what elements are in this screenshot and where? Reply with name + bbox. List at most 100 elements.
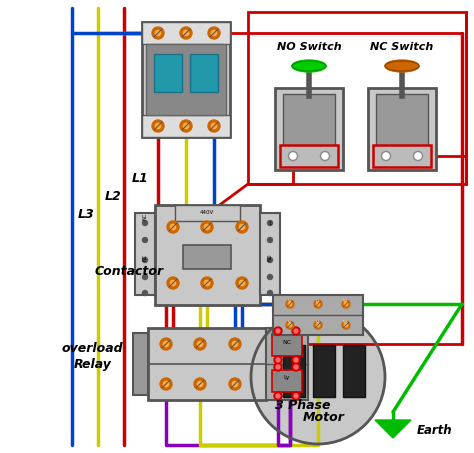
Text: NC: NC	[283, 339, 292, 344]
Circle shape	[314, 300, 322, 308]
Bar	[146, 44, 226, 115]
Circle shape	[267, 290, 273, 295]
Text: 440V: 440V	[200, 211, 214, 216]
Bar	[142, 22, 230, 137]
Bar	[373, 145, 431, 167]
Circle shape	[314, 321, 322, 329]
Circle shape	[167, 221, 179, 233]
Circle shape	[274, 392, 282, 400]
Circle shape	[344, 323, 348, 327]
Text: 3 Phase: 3 Phase	[275, 399, 331, 412]
Circle shape	[167, 277, 179, 289]
Circle shape	[155, 30, 161, 36]
Circle shape	[232, 341, 237, 347]
Circle shape	[294, 329, 298, 333]
Bar	[133, 333, 148, 395]
Bar	[283, 345, 305, 397]
Circle shape	[292, 392, 300, 400]
Circle shape	[143, 275, 147, 280]
Bar	[368, 88, 436, 170]
Bar	[183, 245, 231, 269]
Circle shape	[208, 120, 220, 132]
Circle shape	[276, 329, 280, 333]
Text: V₁: V₁	[288, 299, 292, 303]
Circle shape	[170, 224, 176, 230]
Text: Relay: Relay	[74, 358, 112, 371]
Circle shape	[143, 257, 147, 262]
Circle shape	[194, 338, 206, 350]
Bar	[275, 88, 343, 170]
Text: Earth: Earth	[417, 424, 453, 437]
Circle shape	[288, 323, 292, 327]
Circle shape	[239, 224, 245, 230]
Bar	[273, 295, 363, 335]
Circle shape	[164, 381, 169, 387]
Text: L3: L3	[78, 208, 95, 221]
Circle shape	[274, 363, 282, 371]
Circle shape	[292, 363, 300, 371]
Circle shape	[294, 365, 298, 369]
Bar	[280, 145, 338, 167]
Circle shape	[267, 275, 273, 280]
Text: U₂: U₂	[316, 320, 320, 324]
Circle shape	[197, 341, 203, 347]
Bar	[142, 115, 230, 137]
Text: V₂: V₂	[288, 320, 292, 324]
Circle shape	[267, 221, 273, 226]
Circle shape	[344, 302, 348, 306]
Circle shape	[143, 290, 147, 295]
Text: 1: 1	[268, 221, 272, 226]
Circle shape	[286, 300, 294, 308]
Bar	[148, 328, 266, 400]
Circle shape	[294, 394, 298, 398]
Circle shape	[276, 394, 280, 398]
Circle shape	[194, 378, 206, 390]
Circle shape	[204, 280, 210, 286]
Circle shape	[239, 280, 245, 286]
Bar	[313, 345, 335, 397]
Circle shape	[229, 338, 241, 350]
Text: Ly: Ly	[283, 376, 290, 381]
Circle shape	[251, 310, 385, 444]
Bar	[266, 328, 308, 400]
Circle shape	[274, 327, 282, 335]
Circle shape	[180, 120, 192, 132]
Circle shape	[229, 378, 241, 390]
Circle shape	[267, 257, 273, 262]
Text: NO: NO	[267, 254, 273, 261]
Circle shape	[170, 280, 176, 286]
Circle shape	[267, 237, 273, 242]
Bar	[260, 213, 280, 295]
Circle shape	[152, 120, 164, 132]
Circle shape	[316, 302, 320, 306]
Circle shape	[152, 27, 164, 39]
Bar	[272, 334, 302, 356]
Circle shape	[211, 123, 217, 129]
Bar	[248, 12, 466, 184]
Circle shape	[143, 221, 147, 226]
Circle shape	[201, 277, 213, 289]
Circle shape	[413, 151, 422, 160]
Text: Contactor: Contactor	[95, 265, 164, 278]
Circle shape	[276, 358, 280, 362]
Bar	[376, 94, 428, 146]
Bar	[272, 370, 302, 392]
Circle shape	[143, 237, 147, 242]
Text: NC Switch: NC Switch	[370, 42, 434, 52]
Circle shape	[155, 123, 161, 129]
Circle shape	[286, 321, 294, 329]
Circle shape	[276, 365, 280, 369]
Circle shape	[316, 323, 320, 327]
Text: L2: L2	[105, 190, 122, 203]
Bar	[283, 94, 335, 146]
Text: NO Switch: NO Switch	[277, 42, 341, 52]
Bar	[142, 22, 230, 44]
Circle shape	[236, 277, 248, 289]
Text: NC: NC	[143, 254, 147, 261]
Circle shape	[160, 338, 172, 350]
Circle shape	[208, 27, 220, 39]
Text: Motor: Motor	[303, 411, 345, 424]
Circle shape	[160, 378, 172, 390]
Circle shape	[342, 300, 350, 308]
Text: overload: overload	[62, 342, 124, 355]
